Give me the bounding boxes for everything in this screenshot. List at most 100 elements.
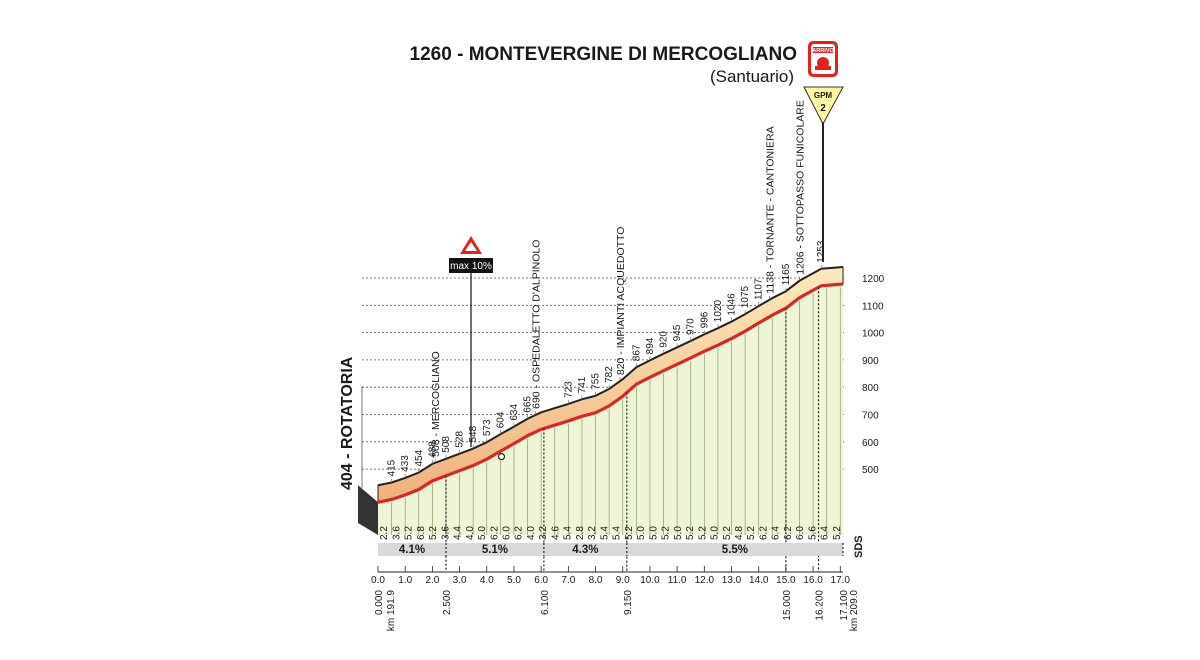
altitude-tick-label: 600 [862,438,879,449]
start-label: 404 - ROTATORIA [339,356,356,490]
elevation-label: 723 [563,381,574,398]
distance-marker-label: 2.500 [442,590,453,615]
elevation-label: 1046 [727,293,738,316]
elevation-label: 945 [672,324,683,341]
km-tick-label: 15.0 [776,575,796,586]
profile-area [358,266,844,572]
km-tick-label: 12.0 [695,575,715,586]
km-tick-label: 9.0 [616,575,630,586]
segment-gradient-label: 4.8 [734,526,745,540]
max-gradient-label: max 10% [450,261,492,272]
gradient-bar [378,543,843,556]
gpm-label: GPM [814,91,833,100]
segment-gradient-label: 6.2 [783,526,794,540]
distance-marker-label: 9.150 [623,590,634,615]
elevation-label: 1165 [781,263,792,285]
segment-gradient-label: 4.0 [465,526,476,540]
elevation-label: 528 [455,431,466,448]
segment-gradient-label: 5.4 [599,526,610,540]
max-gradient-icon: max 10% [449,236,493,273]
segment-gradient-label: 5.0 [673,526,684,540]
segment-gradient-label: 2.8 [575,526,586,540]
segment-gradient-label: 5.2 [722,526,733,540]
waypoint-label: 690 - OSPEDALETTO D'ALPINOLO [531,240,543,409]
segment-gradient-label: 5.0 [636,526,647,540]
segment-gradient-label: 6.2 [489,526,500,540]
km-tick-label: 1.0 [398,575,412,586]
segment-gradient-label: 5.2 [661,526,672,540]
elevation-label: 755 [591,373,602,390]
km-tick-label: 11.0 [668,575,687,586]
segment-gradient-label: 6.0 [501,526,512,540]
race-km-start-label: km 191.9 [386,590,397,632]
segment-gradient-label: 5.2 [685,526,696,540]
road-line [377,282,844,504]
segment-gradient-label: 3.2 [538,526,549,540]
waypoint-label: 508 - MERCOGLIANO [430,351,442,457]
km-tick-label: 8.0 [589,575,603,586]
altitude-tick-label: 800 [862,383,879,394]
segment-gradient-label: 3.6 [440,526,451,540]
elevation-label: 665 [523,396,534,413]
elevation-label: 573 [482,419,493,436]
km-tick-label: 17.0 [831,575,851,586]
elevation-label: 454 [414,449,425,466]
elevation-label: 1020 [713,300,724,323]
segment-gradient-label: 6.0 [795,526,806,540]
finish-subtitle: (Santuario) [710,67,794,86]
elevation-label: 433 [400,455,411,472]
elevation-label: 741 [577,376,588,393]
segment-gradient-label: 6.8 [416,526,427,540]
km-tick-label: 5.0 [507,575,521,586]
section-gradient-label: 5.5% [722,544,748,556]
altitude-tick-label: 1000 [862,329,885,340]
segment-gradient-label: 5.0 [477,526,488,540]
segment-gradient-label: 5.4 [612,526,623,540]
km-tick-label: 13.0 [722,575,742,586]
segment-gradient-label: 6.4 [771,526,782,540]
elevation-label: 782 [604,366,615,383]
segment-gradient-label: 6.2 [758,526,769,540]
start-block [358,485,378,535]
gradient-scale: 2.2 3.6 5.2 6.8 5.2 3.6 4.4 4.0 5.0 6.2 6.0 6.2 4.0 3… [371,526,860,631]
arrivo-icon: ARRIVO [808,41,838,77]
section-gradient-label: 4.3% [572,544,598,556]
segment-gradient-label: 5.2 [697,526,708,540]
gpm-icon: GPM 2 [803,86,844,126]
arrivo-label: ARRIVO [812,48,834,54]
altitude-tick-label: 500 [862,465,879,476]
section-gradient-label: 5.1% [482,544,508,556]
segment-gradient-label: 5.2 [404,526,415,540]
waypoint-label: 1206 - SOTTOPASSO FUNICOLARE [794,100,806,275]
distance-marker-label: 0.000 [374,590,385,615]
elevation-label: 548 [468,425,479,442]
finish-title: 1260 - MONTEVERGINE DI MERCOGLIANO [410,44,797,65]
elevation-label: 1253 [816,240,827,263]
max-gradient-point [497,453,506,461]
elevation-label: 867 [631,344,642,361]
segment-gradient-label: 6.4 [820,526,831,540]
elevation-label: 634 [509,404,520,421]
altitude-tick-label: 700 [862,411,879,422]
km-tick-label: 2.0 [425,575,439,586]
segment-gradient-label: 5.4 [563,526,574,540]
km-tick-label: 7.0 [561,575,575,586]
gpm-category: 2 [820,103,826,114]
segment-gradient-label: 4.6 [550,526,561,540]
km-tick-label: 0.0 [371,575,385,586]
segment-gradient-label: 5.2 [832,526,843,540]
elevation-label: 415 [387,459,398,476]
distance-marker-label: 15.000 [782,590,793,621]
distance-marker-label: 16.200 [815,590,826,621]
elevation-label: 1075 [740,285,751,308]
elevation-label: 996 [699,311,710,328]
segment-gradient-label: 3.6 [391,526,402,540]
elevation-label: 920 [659,331,670,348]
elevation-label: 970 [686,318,697,335]
segment-gradient-label: 3.2 [587,526,598,540]
segment-gradient-label: 6.2 [514,526,525,540]
km-tick-label: 4.0 [480,575,494,586]
waypoint-label: 820 - IMPIANTI ACQUEDOTTO [615,227,627,376]
